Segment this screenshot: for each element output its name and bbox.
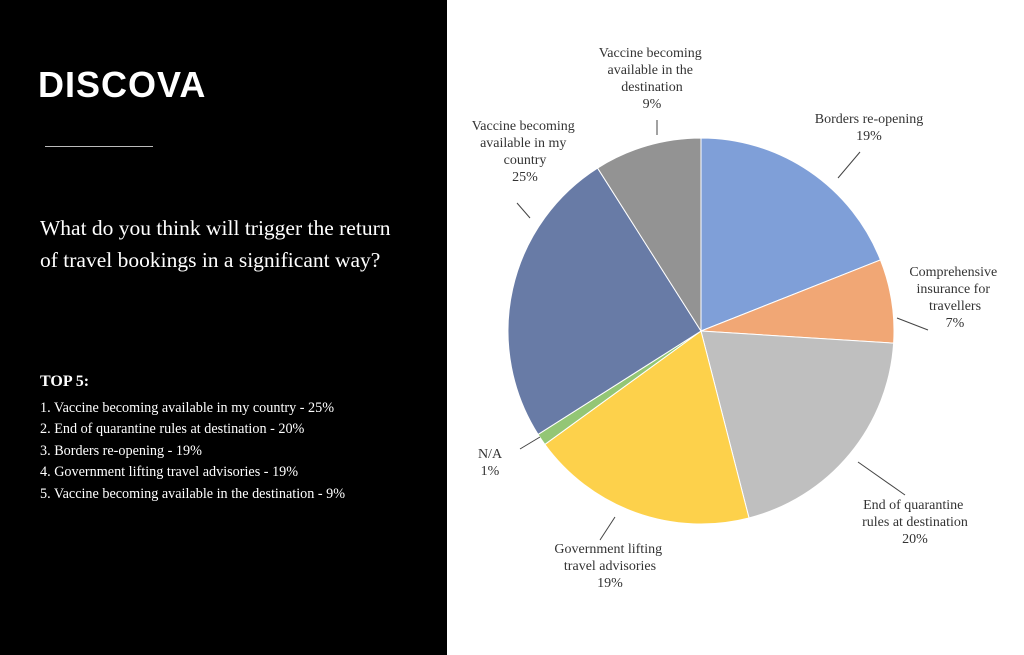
leader-line xyxy=(857,461,906,496)
slice-value-label: 9% xyxy=(643,97,662,112)
slice-label: End of quarantine rules at destination xyxy=(862,498,968,530)
pie-slice xyxy=(507,167,702,436)
list-item: 3. Borders re-opening - 19% xyxy=(40,442,202,459)
slice-label: Vaccine becoming available in my country xyxy=(472,119,579,168)
list-item: 1. Vaccine becoming available in my coun… xyxy=(40,400,335,416)
leader-line xyxy=(519,436,541,450)
list-item: 5. Vaccine becoming available in the des… xyxy=(40,485,346,502)
slice-label: Borders re-opening xyxy=(815,112,923,127)
leader-line xyxy=(599,516,616,541)
slice-value-label: 25% xyxy=(512,170,538,185)
slice-value-label: 7% xyxy=(946,316,965,331)
pie-slice xyxy=(700,137,882,332)
slice-value-label: 19% xyxy=(597,576,623,591)
slice-label: Comprehensive insurance for travellers xyxy=(909,265,1000,314)
slice-value-label: 19% xyxy=(856,129,882,144)
leader-line xyxy=(837,151,861,179)
list-title: TOP 5: xyxy=(40,373,90,390)
list-item: 2. End of quarantine rules at destinatio… xyxy=(40,421,305,438)
logo: DISCOVA xyxy=(38,64,207,105)
leader-line xyxy=(896,317,929,331)
leader-line xyxy=(516,202,531,219)
pie-slice xyxy=(700,330,895,519)
slice-label: Vaccine becoming available in the destin… xyxy=(599,46,706,95)
slice-value-label: 1% xyxy=(481,464,500,479)
top-list: 1. Vaccine becoming available in my coun… xyxy=(40,398,345,505)
slice-value-label: 20% xyxy=(902,532,928,547)
divider xyxy=(45,146,153,147)
pie-slice xyxy=(596,137,702,333)
list-item: 4. Government lifting travel advisories … xyxy=(40,464,299,481)
slice-label: N/A xyxy=(478,447,503,462)
left-panel: DISCOVA What do you think will trigger t… xyxy=(0,0,447,655)
pie-slice xyxy=(544,330,750,525)
slice-label: Government lifting travel advisories xyxy=(554,542,665,574)
question: What do you think will trigger the retur… xyxy=(40,216,391,272)
